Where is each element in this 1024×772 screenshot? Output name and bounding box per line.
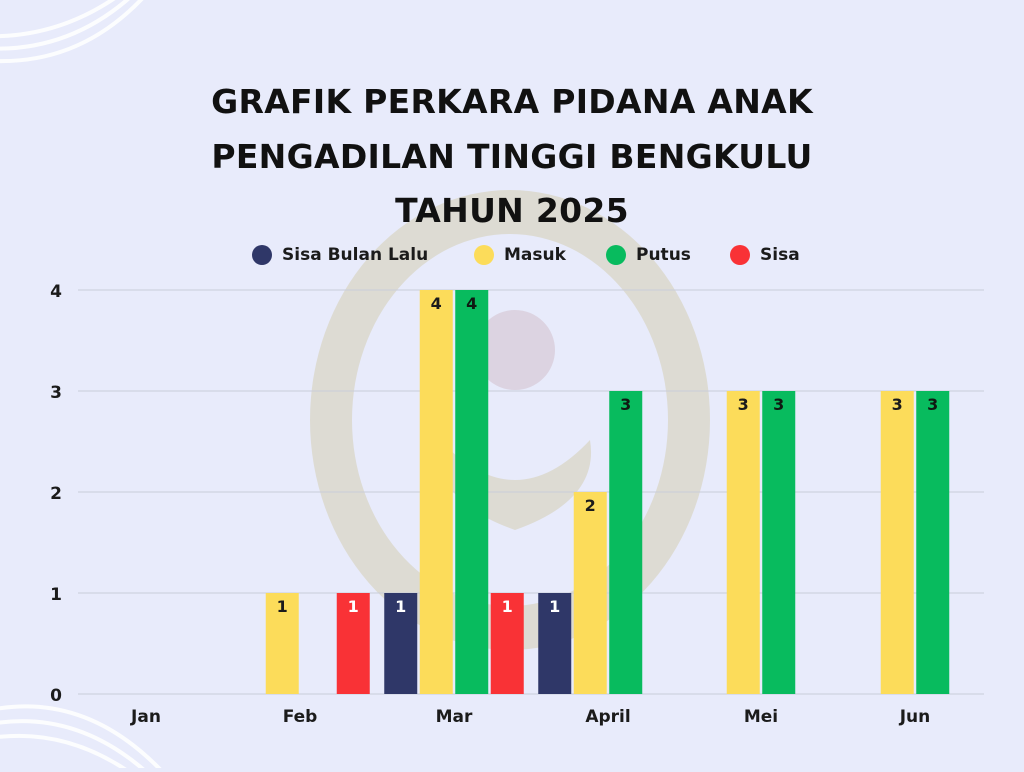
bar xyxy=(336,593,370,694)
bar xyxy=(455,290,489,694)
legend-label: Sisa xyxy=(760,245,800,265)
x-tick-label: Mei xyxy=(744,707,778,727)
data-label: 3 xyxy=(892,395,903,414)
y-tick-label: 1 xyxy=(50,585,62,605)
data-label: 1 xyxy=(277,597,288,616)
y-tick-label: 0 xyxy=(50,686,62,706)
data-label: 3 xyxy=(773,395,784,414)
data-label: 4 xyxy=(431,294,442,313)
legend-swatch xyxy=(252,245,272,265)
x-tick-label: Jun xyxy=(899,707,931,727)
x-tick-label: April xyxy=(585,707,630,727)
legend: Sisa Bulan Lalu Masuk Putus Sisa xyxy=(0,242,1024,268)
legend-swatch xyxy=(730,245,750,265)
y-tick-label: 3 xyxy=(50,383,62,403)
x-tick-label: Mar xyxy=(436,707,473,727)
data-label: 1 xyxy=(549,597,560,616)
data-label: 1 xyxy=(502,597,513,616)
legend-item-masuk: Masuk xyxy=(474,242,566,268)
bar xyxy=(384,593,418,694)
legend-swatch xyxy=(474,245,494,265)
bar xyxy=(762,391,796,694)
legend-item-putus: Putus xyxy=(606,242,691,268)
legend-swatch xyxy=(606,245,626,265)
x-tick-label: Feb xyxy=(283,707,318,727)
data-label: 2 xyxy=(585,496,596,515)
legend-label: Masuk xyxy=(504,245,566,265)
legend-label: Sisa Bulan Lalu xyxy=(282,245,429,265)
bar xyxy=(419,290,453,694)
bar xyxy=(726,391,760,694)
chart-title-line-1: GRAFIK PERKARA PIDANA ANAK xyxy=(211,82,813,121)
x-tick-label: Jan xyxy=(130,707,161,727)
legend-label: Putus xyxy=(636,245,691,265)
data-label: 3 xyxy=(620,395,631,414)
bar xyxy=(573,492,607,694)
corner-swirl-top-left xyxy=(0,0,144,64)
chart-title-line-2: PENGADILAN TINGGI BENGKULU xyxy=(211,137,813,176)
legend-item-sisa: Sisa xyxy=(730,242,800,268)
y-tick-label: 2 xyxy=(50,484,62,504)
bar xyxy=(916,391,950,694)
y-tick-label: 4 xyxy=(50,282,62,302)
data-label: 4 xyxy=(466,294,477,313)
bar xyxy=(880,391,914,694)
data-label: 3 xyxy=(738,395,749,414)
bar xyxy=(265,593,299,694)
bar xyxy=(490,593,524,694)
chart-title-line-3: TAHUN 2025 xyxy=(395,191,629,230)
bar xyxy=(538,593,572,694)
data-label: 1 xyxy=(348,597,359,616)
legend-item-sisa-bulan-lalu: Sisa Bulan Lalu xyxy=(252,242,428,268)
data-label: 1 xyxy=(395,597,406,616)
bar xyxy=(609,391,643,694)
data-label: 3 xyxy=(927,395,938,414)
